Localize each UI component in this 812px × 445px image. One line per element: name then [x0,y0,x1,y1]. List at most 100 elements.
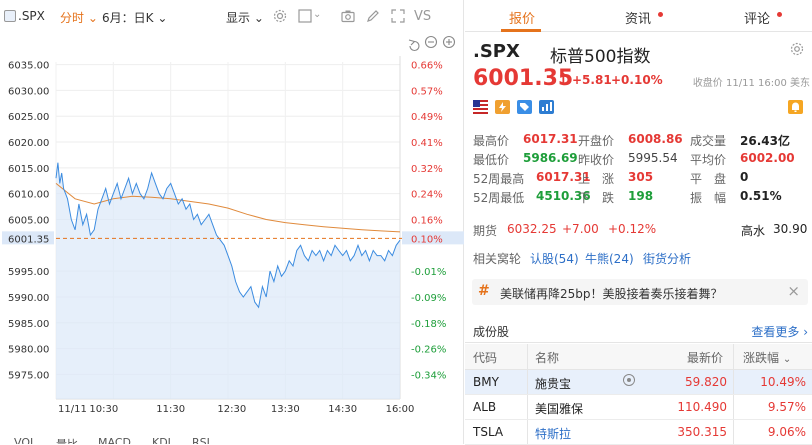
symbol-selector[interactable]: .SPX [4,9,45,23]
tab-kdj[interactable]: KDJ [152,436,171,444]
tab-macd[interactable]: MACD [98,436,131,444]
tab-news[interactable]: 资讯 [625,12,652,27]
price-tick-label: 5980.00 [8,345,49,356]
fullscreen-icon[interactable] [391,9,405,23]
stock-price: 350.315 [677,425,727,439]
alert-bell-icon[interactable] [788,100,803,114]
stat-label: 最低价 [473,153,510,167]
column-divider [527,344,528,369]
stock-name: 施贵宝 [535,377,572,391]
last-price: 6001.35 [473,66,574,91]
watch-icon[interactable] [622,373,636,390]
constituents-title: 成份股 [473,325,510,339]
stat-value: 6008.86 [628,132,683,146]
close-icon[interactable]: × [787,282,800,300]
percent-tick-label: 0.10% [411,234,443,245]
stat-value: 5986.69 [523,151,578,165]
col-name[interactable]: 名称 [535,351,560,365]
stock-change-pct: 9.06% [767,425,806,439]
stat-label: 平均价 [690,153,727,167]
price-tick-label: 6030.00 [8,86,49,97]
tab-volume-ratio[interactable]: 量比 [56,436,78,444]
stock-change-pct: 9.57% [767,400,806,414]
price-change-pct: +0.10% [611,73,663,87]
zoom-in-icon[interactable] [442,35,456,49]
stat-value: 6017.31 [523,132,578,146]
col-change[interactable]: 涨跌幅 ⌄ [743,351,792,365]
symbol-label: .SPX [18,9,45,23]
close-time: 收盘价 11/11 16:00 美东 [692,78,810,89]
current-pct-tag [402,231,464,245]
col-code[interactable]: 代码 [473,351,498,365]
stat-label: 52周最低 [473,191,525,205]
intraday-chart[interactable]: 6035.00 6030.00 6025.00 6020.00 6015.00 6010.… [0,32,464,444]
stat-value: 6002.00 [740,151,795,165]
stat-label: 52周最高 [473,172,525,186]
news-banner[interactable]: # 美联储再降25bp！美股接着奏乐接着舞？ × [472,279,808,305]
warrants-link[interactable]: 认股(54) [530,252,579,266]
street-analysis-link[interactable]: 街货分析 [643,252,692,266]
pencil-icon[interactable] [366,9,380,23]
column-divider [733,370,734,394]
time-axis: 11/11 10:30 11:30 12:30 13:30 14:30 16:00 [58,404,414,415]
display-selector[interactable]: 显示 ⌄ [226,9,264,26]
percent-tick-label: 0.16% [411,216,443,227]
chevron-down-icon[interactable]: ⌄ [313,9,322,20]
tab-comments[interactable]: 评论 [744,12,771,27]
futures-price: 6032.25 [507,222,557,236]
time-tick-label: 14:30 [328,404,357,415]
warrants-label: 相关窝轮 [473,252,522,266]
percent-axis: 0.66% 0.57% 0.49% 0.41% 0.32% 0.24% 0.16% 0.10%… [402,61,464,381]
premium-label: 高水 [741,224,766,238]
col-price[interactable]: 最新价 [687,351,724,365]
compare-button[interactable]: VS [414,9,432,24]
tab-vol[interactable]: VOL [14,436,37,444]
stat-value: 6017.31 [536,170,591,184]
time-tick-label: 11/11 [58,404,87,415]
stat-label: 成交量 [690,134,727,148]
percent-tick-label: -0.26% [411,345,446,356]
kline-selector[interactable]: 6月：日K ⌄ [102,9,167,26]
up-arrow-icon: ↑ [557,70,570,88]
stock-price: 59.820 [685,375,727,389]
tab-quote[interactable]: 报价 [509,12,536,27]
time-tick-label: 13:30 [271,404,300,415]
undo-icon[interactable] [408,39,420,52]
table-row[interactable]: ALB 美国雅保 110.490 9.57% [465,395,812,420]
price-tick-label: 5995.00 [8,267,49,278]
chevron-down-icon: ⌄ [87,11,98,25]
tag-icon [517,100,532,114]
stat-value: 0 [740,170,749,184]
zoom-out-icon[interactable] [424,35,438,49]
current-price-tag [2,231,54,245]
chart-svg: 6035.00 6030.00 6025.00 6020.00 6015.00 6010.… [2,35,464,415]
quote-tabs: 报价 资讯 评论 [465,0,812,32]
square-icon[interactable] [298,9,312,23]
comments-unread-dot [777,12,782,17]
column-divider [527,395,528,419]
period-selector[interactable]: 分时 ⌄ [60,9,98,26]
gear-icon[interactable] [273,9,287,23]
camera-icon[interactable] [341,9,355,23]
stat-value: 305 [628,170,654,184]
percent-tick-label: 0.32% [411,164,443,175]
cbbc-link[interactable]: 牛熊(24) [585,252,634,266]
settings-icon[interactable] [790,42,804,59]
stat-label: 开盘价 [578,134,615,148]
stat-value: 26.43亿 [740,134,790,148]
price-tick-label: 6010.00 [8,190,49,201]
stock-code: BMY [473,375,499,389]
quote-symbol: .SPX [473,41,520,62]
stat-label: 昨收价 [578,153,615,167]
table-row[interactable]: TSLA 特斯拉 350.315 9.06% [465,420,812,445]
tab-rsi[interactable]: RSI [192,436,210,444]
chart-toolbar: .SPX 分时 ⌄ 6月：日K ⌄ 显示 ⌄ ⌄ VS [0,0,464,32]
quote-panel: 报价 资讯 评论 .SPX 标普500指数 6001.35 ↑ +5.81 +0… [465,0,812,445]
price-tick-label: 6025.00 [8,112,49,123]
average-price-line [55,183,401,233]
view-more-link[interactable]: 查看更多 › [751,325,808,339]
stat-value: 5995.54 [628,151,678,165]
percent-tick-label: 0.41% [411,138,443,149]
table-row[interactable]: BMY 施贵宝 59.820 10.49% [465,370,812,395]
indicator-tabs: VOL 量比 MACD KDJ RSI [0,436,464,444]
